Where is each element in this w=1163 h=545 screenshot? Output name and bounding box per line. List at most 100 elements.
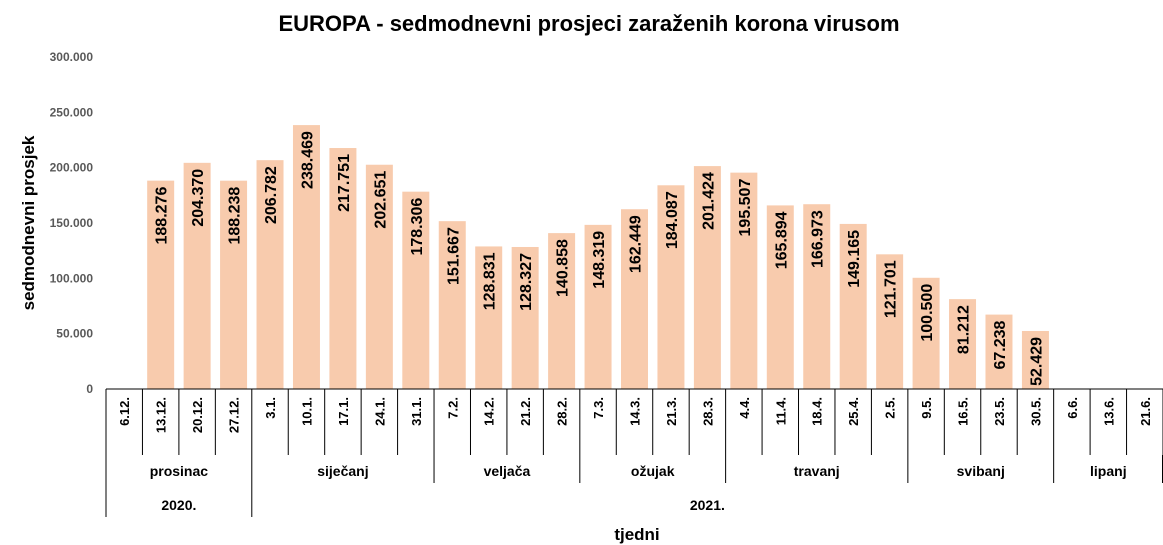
x-tick-label: 13.12. [154, 397, 169, 433]
x-tick-label: 10.1. [299, 397, 314, 426]
y-axis-ticks: 0 50.000 100.000 150.000 200.000 250.000 300.0… [50, 50, 94, 396]
year-label: 2021. [690, 497, 725, 513]
x-tick-label: 28.2. [555, 397, 570, 426]
data-label: 188.238 [227, 187, 244, 245]
data-label: 52.429 [1028, 337, 1045, 386]
bar [402, 191, 430, 389]
bar [657, 185, 685, 389]
x-tick-label: 27.12. [227, 397, 242, 433]
data-label: 238.469 [299, 131, 316, 189]
data-label: 206.782 [263, 166, 280, 224]
data-label: 165.894 [773, 211, 790, 269]
y-tick-label: 0 [86, 382, 93, 396]
x-axis-label: tjedni [614, 525, 659, 544]
data-label: 128.831 [482, 252, 499, 310]
data-label: 195.507 [737, 179, 754, 237]
x-tick-label: 6.12. [117, 397, 132, 426]
x-tick-label: 28.3. [700, 397, 715, 426]
y-tick-label: 150.000 [50, 216, 94, 230]
month-label: veljača [484, 463, 531, 479]
bar [475, 246, 503, 389]
bar [766, 205, 794, 389]
x-tick-label: 20.12. [190, 397, 205, 433]
y-tick-label: 300.000 [50, 50, 94, 64]
data-label: 201.424 [700, 172, 717, 230]
x-tick-label: 21.3. [664, 397, 679, 426]
x-tick-label: 11.4. [773, 397, 788, 425]
data-label: 188.276 [154, 187, 171, 245]
x-tick-label: 14.3. [628, 397, 643, 426]
chart-title: EUROPA - sedmodnevni prosjeci zaraženih … [278, 11, 899, 36]
x-tick-label: 13.6. [1101, 397, 1116, 426]
data-label: 81.212 [956, 305, 973, 354]
data-label: 148.319 [591, 231, 608, 289]
data-label: 184.087 [664, 191, 681, 249]
x-tick-label: 3.1. [263, 397, 278, 419]
bar [256, 160, 284, 389]
y-tick-label: 250.000 [50, 105, 94, 119]
data-label: 128.327 [518, 253, 535, 311]
bar [329, 148, 357, 389]
bar [220, 180, 248, 389]
data-label: 121.701 [883, 260, 900, 318]
x-tick-label: 14.2. [482, 397, 497, 426]
x-tick-label: 21.6. [1138, 397, 1153, 426]
data-label: 178.306 [409, 198, 426, 256]
bar [548, 233, 576, 389]
bar [693, 166, 721, 389]
bar [621, 209, 648, 389]
bar [183, 162, 211, 389]
x-tick-label: 18.4. [810, 397, 825, 426]
data-label: 166.973 [810, 210, 827, 268]
y-tick-label: 100.000 [50, 271, 94, 285]
x-tick-label: 7.2. [445, 397, 460, 419]
x-tick-label: 24.1. [372, 397, 387, 426]
month-label: lipanj [1090, 463, 1127, 479]
data-label: 100.500 [919, 284, 936, 342]
x-tick-label: 17.1. [336, 397, 351, 426]
y-tick-label: 50.000 [56, 327, 93, 341]
bar [584, 224, 612, 389]
month-label: svibanj [957, 463, 1005, 479]
x-axis: 6.12. 13.12. 20.12. 27.12. 3.1. 10.1. 17.1. 24.… [105, 388, 1163, 517]
bar [292, 125, 320, 390]
x-tick-label: 30.5. [1028, 397, 1043, 426]
data-label: 151.667 [445, 227, 462, 285]
bar [876, 254, 904, 389]
bar [949, 299, 977, 389]
bar [839, 223, 867, 389]
month-label: prosinac [150, 463, 209, 479]
x-tick-label: 23.5. [992, 397, 1007, 426]
bar [730, 172, 758, 389]
month-label: ožujak [631, 463, 675, 479]
bar [365, 164, 393, 389]
data-label: 202.651 [372, 171, 389, 229]
data-label: 140.858 [555, 239, 572, 297]
month-label: siječanj [317, 463, 368, 479]
data-label: 162.449 [628, 215, 645, 273]
month-label: travanj [794, 463, 840, 479]
x-tick-label: 6.6. [1065, 397, 1080, 419]
bar [803, 204, 831, 389]
data-label: 217.751 [336, 154, 353, 212]
x-tick-label: 4.4. [737, 397, 752, 419]
bar [1021, 330, 1049, 389]
x-tick-label: 2.5. [883, 397, 898, 419]
x-tick-label: 21.2. [518, 397, 533, 426]
data-label: 204.370 [190, 169, 207, 227]
bar [985, 314, 1013, 389]
bar [511, 246, 539, 389]
bar [438, 221, 466, 389]
x-tick-label: 7.3. [591, 397, 606, 419]
y-tick-label: 200.000 [50, 161, 94, 175]
year-label: 2020. [161, 497, 196, 513]
x-tick-label: 16.5. [956, 397, 971, 426]
y-axis-label: sedmodnevni prosjek [19, 135, 38, 310]
bar [912, 277, 940, 389]
data-label: 67.238 [992, 320, 1009, 369]
x-tick-label: 25.4. [846, 397, 861, 426]
data-label: 149.165 [846, 230, 863, 288]
bar [147, 180, 175, 389]
x-tick-label: 9.5. [919, 397, 934, 419]
